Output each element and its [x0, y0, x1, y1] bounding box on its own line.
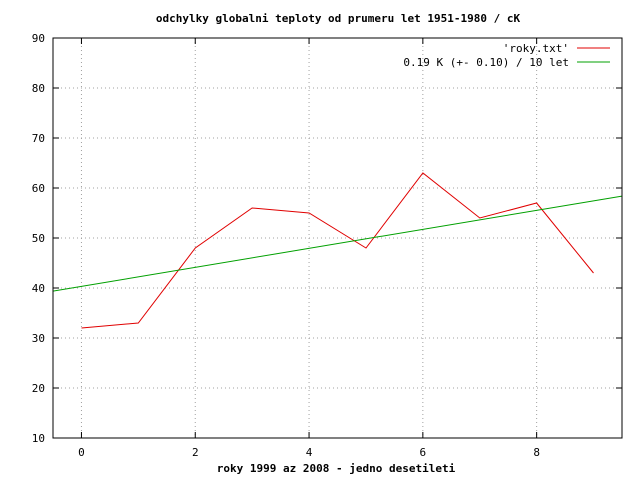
y-tick-label: 20 — [32, 382, 45, 395]
series-trend-line — [52, 195, 623, 292]
y-tick-label: 60 — [32, 182, 45, 195]
legend-label: 0.19 K (+- 0.10) / 10 let — [403, 56, 569, 69]
x-tick-label: 2 — [192, 446, 199, 459]
grid — [53, 38, 622, 438]
x-tick-label: 6 — [420, 446, 427, 459]
axis-ticks: 10 20 30 40 50 60 70 80 90 0 2 4 6 8 — [32, 32, 622, 459]
y-tick-label: 70 — [32, 132, 45, 145]
legend-label: 'roky.txt' — [503, 42, 569, 55]
x-axis-label: roky 1999 az 2008 - jedno desetileti — [217, 462, 456, 475]
series-roky-line — [81, 172, 594, 329]
y-tick-label: 90 — [32, 32, 45, 45]
plot-series — [52, 172, 623, 329]
x-tick-label: 8 — [533, 446, 540, 459]
y-tick-label: 10 — [32, 432, 45, 445]
y-tick-label: 80 — [32, 82, 45, 95]
y-tick-label: 40 — [32, 282, 45, 295]
y-tick-label: 50 — [32, 232, 45, 245]
legend: 'roky.txt'0.19 K (+- 0.10) / 10 let — [403, 42, 610, 69]
y-tick-label: 30 — [32, 332, 45, 345]
chart-title: odchylky globalni teploty od prumeru let… — [156, 12, 521, 25]
x-tick-label: 0 — [78, 446, 85, 459]
x-tick-label: 4 — [306, 446, 313, 459]
